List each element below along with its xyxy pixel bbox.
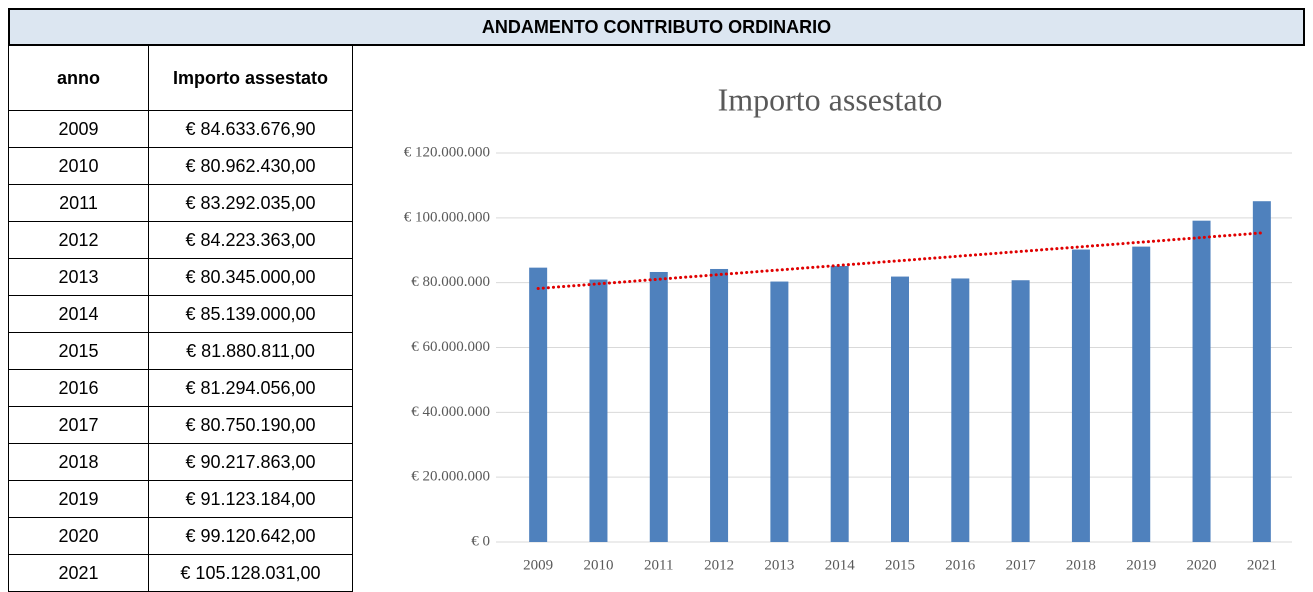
trendline bbox=[536, 231, 1264, 290]
bar bbox=[1011, 280, 1030, 542]
chart-title: Importo assestato bbox=[718, 81, 943, 117]
bar bbox=[951, 278, 970, 542]
x-tick-label: 2020 bbox=[1187, 557, 1217, 573]
bar bbox=[649, 271, 668, 542]
bar bbox=[529, 267, 548, 542]
x-tick-label: 2012 bbox=[704, 557, 734, 573]
bar bbox=[891, 276, 909, 542]
x-tick-label: 2015 bbox=[885, 557, 915, 573]
y-tick-label: € 0 bbox=[471, 533, 490, 549]
bar bbox=[710, 268, 729, 542]
y-tick-label: € 40.000.000 bbox=[411, 404, 490, 420]
x-tick-label: 2013 bbox=[764, 557, 794, 573]
x-tick-label: 2018 bbox=[1066, 557, 1096, 573]
x-tick-label: 2014 bbox=[825, 557, 856, 573]
bar bbox=[1071, 249, 1090, 542]
x-tick-label: 2009 bbox=[523, 557, 553, 573]
x-tick-label: 2016 bbox=[945, 557, 976, 573]
y-tick-label: € 120.000.000 bbox=[404, 144, 490, 160]
bar bbox=[770, 281, 789, 542]
y-tick-label: € 80.000.000 bbox=[411, 274, 490, 290]
header-title: ANDAMENTO CONTRIBUTO ORDINARIO bbox=[8, 8, 1305, 46]
x-tick-label: 2019 bbox=[1126, 557, 1156, 573]
x-tick-label: 2021 bbox=[1247, 557, 1277, 573]
y-tick-label: € 100.000.000 bbox=[404, 209, 490, 225]
bar bbox=[830, 266, 849, 542]
bar bbox=[1192, 220, 1211, 543]
y-tick-label: € 60.000.000 bbox=[411, 339, 490, 355]
y-tick-label: € 20.000.000 bbox=[411, 469, 490, 485]
x-tick-label: 2010 bbox=[583, 557, 613, 573]
x-tick-label: 2011 bbox=[644, 557, 673, 573]
x-tick-label: 2017 bbox=[1006, 557, 1037, 573]
bar bbox=[589, 279, 608, 542]
bar bbox=[1252, 201, 1271, 542]
bar bbox=[1132, 246, 1151, 542]
